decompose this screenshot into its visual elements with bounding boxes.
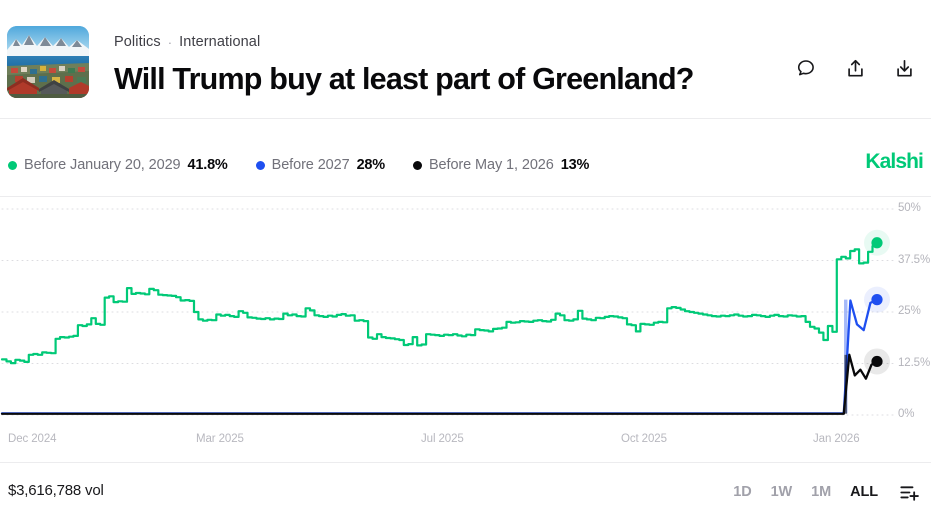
legend-label: Before 2027 xyxy=(271,157,350,173)
chart-footer: $3,616,788 vol 1D 1W 1M ALL xyxy=(0,462,931,523)
download-button[interactable] xyxy=(891,55,917,81)
chart-legend: Before January 20, 2029 41.8% Before 202… xyxy=(8,146,589,184)
y-axis-tick-label: 25% xyxy=(898,305,921,317)
legend-dot-icon xyxy=(8,160,17,170)
range-1w[interactable]: 1W xyxy=(770,484,793,500)
time-range-selector: 1D 1W 1M ALL xyxy=(733,481,921,503)
x-axis-labels: Dec 2024 Mar 2025 Jul 2025 Oct 2025 Jan 2026 xyxy=(0,433,931,455)
comment-button[interactable] xyxy=(793,55,819,81)
breadcrumb: Politics · International xyxy=(114,33,694,51)
header-actions xyxy=(793,55,917,81)
y-axis-labels: 0% 12.5% 25% 37.5% 50% xyxy=(898,196,931,462)
chart-gridlines xyxy=(1,208,894,416)
market-thumbnail[interactable] xyxy=(7,26,89,98)
header-divider xyxy=(0,118,931,119)
legend-value: 28% xyxy=(356,157,386,173)
volume-label: $3,616,788 vol xyxy=(8,482,104,499)
legend-item-0[interactable]: Before January 20, 2029 41.8% xyxy=(8,157,228,173)
greenland-village-thumbnail xyxy=(7,26,89,98)
breadcrumb-subcategory[interactable]: International xyxy=(179,34,261,50)
y-axis-tick-label: 37.5% xyxy=(898,253,931,266)
legend-value: 13% xyxy=(560,157,590,173)
legend-item-2[interactable]: Before May 1, 2026 13% xyxy=(412,157,590,173)
legend-item-1[interactable]: Before 2027 28% xyxy=(255,157,386,173)
legend-divider xyxy=(0,196,931,197)
market-header: Politics · International Will Trump buy … xyxy=(0,0,931,118)
market-header-text: Politics · International Will Trump buy … xyxy=(114,33,694,97)
share-icon xyxy=(847,59,863,77)
range-all[interactable]: ALL xyxy=(850,484,878,500)
kalshi-logo: Kalshi xyxy=(865,150,924,173)
list-plus-icon xyxy=(899,485,919,501)
x-axis-tick-label: Jan 2026 xyxy=(813,433,860,445)
y-axis-tick-label: 0% xyxy=(898,408,915,420)
download-icon xyxy=(896,59,912,77)
x-axis-tick-label: Mar 2025 xyxy=(196,433,244,445)
breadcrumb-category[interactable]: Politics xyxy=(114,34,161,50)
add-to-watchlist-button[interactable] xyxy=(897,481,921,503)
price-chart[interactable]: 0% 12.5% 25% 37.5% 50% xyxy=(0,196,931,462)
legend-dot-icon xyxy=(412,160,422,170)
legend-dot-icon xyxy=(255,160,265,170)
chart-canvas xyxy=(0,208,894,416)
x-axis-tick-label: Dec 2024 xyxy=(8,433,57,445)
footer-divider xyxy=(0,462,931,463)
y-axis-tick-label: 50% xyxy=(898,202,921,214)
y-axis-tick-label: 12.5% xyxy=(898,356,931,369)
x-axis-tick-label: Oct 2025 xyxy=(621,433,667,445)
breadcrumb-separator: · xyxy=(167,34,173,50)
page-title: Will Trump buy at least part of Greenlan… xyxy=(114,62,694,96)
chart-endpoint-markers xyxy=(864,229,890,375)
range-1m[interactable]: 1M xyxy=(811,484,832,500)
legend-label: Before May 1, 2026 xyxy=(428,157,554,173)
comment-icon xyxy=(797,60,814,76)
x-axis-tick-label: Jul 2025 xyxy=(421,433,464,445)
range-1d[interactable]: 1D xyxy=(733,484,752,500)
legend-label: Before January 20, 2029 xyxy=(24,157,181,173)
legend-value: 41.8% xyxy=(187,157,228,173)
chart-series-layer xyxy=(0,241,879,415)
share-button[interactable] xyxy=(842,55,868,81)
